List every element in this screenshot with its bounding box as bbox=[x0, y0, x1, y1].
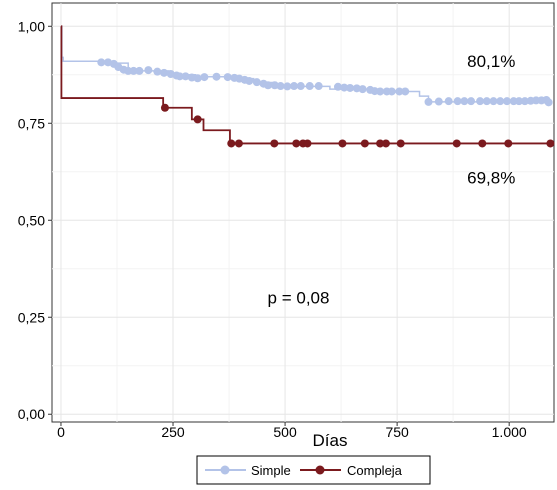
censor-point-simple bbox=[296, 82, 305, 91]
censor-point-simple bbox=[283, 82, 292, 91]
y-tick-label: 1,00 bbox=[18, 18, 45, 34]
censor-point-compleja bbox=[160, 103, 169, 112]
x-tick-label: 0 bbox=[57, 424, 65, 440]
censor-point-compleja bbox=[303, 139, 312, 148]
censor-point-compleja bbox=[193, 115, 202, 124]
legend: Simple Compleja bbox=[196, 455, 431, 485]
censor-point-simple bbox=[187, 73, 196, 82]
censor-point-simple bbox=[153, 67, 162, 76]
censor-point-compleja bbox=[270, 139, 279, 148]
censor-point-simple bbox=[401, 87, 410, 96]
censor-point-simple bbox=[434, 97, 443, 106]
censor-point-simple bbox=[245, 76, 254, 85]
censor-point-simple bbox=[376, 87, 385, 96]
series-line-compleja bbox=[60, 25, 552, 145]
censor-point-compleja bbox=[396, 139, 405, 148]
tick-layer: 0 250 500 750 1.000 0,00 0,25 0,50 0,75 1,00 bbox=[18, 18, 527, 440]
censor-point-simple bbox=[333, 82, 342, 91]
censor-point-simple bbox=[144, 66, 153, 75]
censor-point-simple bbox=[223, 73, 232, 82]
censor-point-simple bbox=[290, 82, 299, 91]
censor-point-simple bbox=[135, 66, 144, 75]
censor-point-simple bbox=[97, 58, 106, 67]
x-tick-label: 500 bbox=[273, 424, 297, 440]
censor-point-compleja bbox=[234, 139, 243, 148]
censor-point-simple bbox=[212, 72, 221, 81]
censor-point-simple bbox=[482, 97, 491, 106]
censor-point-simple bbox=[314, 82, 323, 91]
censor-point-simple bbox=[520, 97, 529, 106]
censor-point-simple bbox=[358, 85, 367, 94]
censor-point-compleja bbox=[546, 139, 555, 148]
legend-key-compleja-marker bbox=[315, 465, 325, 475]
censor-point-compleja bbox=[381, 139, 390, 148]
y-tick-label: 0,25 bbox=[18, 309, 45, 325]
x-tick-label: 1.000 bbox=[492, 424, 527, 440]
censor-point-simple bbox=[352, 84, 361, 93]
censor-point-compleja bbox=[504, 139, 513, 148]
censor-point-simple bbox=[496, 97, 505, 106]
y-tick-label: 0,50 bbox=[18, 212, 45, 228]
x-tick-label: 250 bbox=[161, 424, 185, 440]
censor-point-compleja bbox=[227, 139, 236, 148]
censor-point-simple bbox=[515, 97, 524, 106]
censor-point-compleja bbox=[292, 139, 301, 148]
censor-point-compleja bbox=[360, 139, 369, 148]
censor-point-simple bbox=[346, 83, 355, 92]
censor-point-simple bbox=[270, 81, 279, 90]
censor-point-simple bbox=[387, 87, 396, 96]
censor-point-simple bbox=[444, 97, 453, 106]
annotation-label: 80,1% bbox=[467, 52, 515, 71]
censor-point-simple bbox=[181, 72, 190, 81]
censor-point-compleja bbox=[452, 139, 461, 148]
censor-point-simple bbox=[264, 81, 273, 90]
legend-key-simple-marker bbox=[220, 465, 230, 475]
censor-point-simple bbox=[502, 97, 511, 106]
censor-point-simple bbox=[193, 74, 202, 83]
censor-point-simple bbox=[544, 98, 553, 107]
censor-point-simple bbox=[489, 97, 498, 106]
censor-point-simple bbox=[424, 97, 433, 106]
legend-label-simple: Simple bbox=[251, 463, 291, 478]
annotation-layer: 80,1% 69,8% p = 0,08 bbox=[268, 52, 516, 308]
censor-point-simple bbox=[476, 97, 485, 106]
censor-point-compleja bbox=[338, 139, 347, 148]
annotation-label: p = 0,08 bbox=[268, 289, 330, 308]
censor-point-simple bbox=[160, 68, 169, 77]
y-tick-label: 0,00 bbox=[18, 406, 45, 422]
legend-label-compleja: Compleja bbox=[347, 463, 403, 478]
y-tick-label: 0,75 bbox=[18, 115, 45, 131]
censor-point-simple bbox=[453, 97, 462, 106]
censor-point-compleja bbox=[478, 139, 487, 148]
censor-point-simple bbox=[460, 97, 469, 106]
series-layer bbox=[60, 25, 555, 148]
annotation-label: 69,8% bbox=[467, 168, 515, 187]
censor-point-simple bbox=[467, 97, 476, 106]
censor-point-simple bbox=[252, 78, 261, 87]
minor-grid bbox=[52, 3, 554, 422]
x-axis-title: Días bbox=[313, 431, 348, 450]
censor-point-simple bbox=[340, 83, 349, 92]
censor-point-simple bbox=[395, 87, 404, 96]
censor-point-simple bbox=[200, 73, 209, 82]
censor-point-simple bbox=[276, 82, 285, 91]
x-tick-label: 750 bbox=[385, 424, 409, 440]
censor-point-compleja bbox=[376, 139, 385, 148]
censor-point-simple bbox=[175, 72, 184, 81]
censor-point-simple bbox=[305, 82, 314, 91]
censor-point-simple bbox=[129, 66, 138, 75]
